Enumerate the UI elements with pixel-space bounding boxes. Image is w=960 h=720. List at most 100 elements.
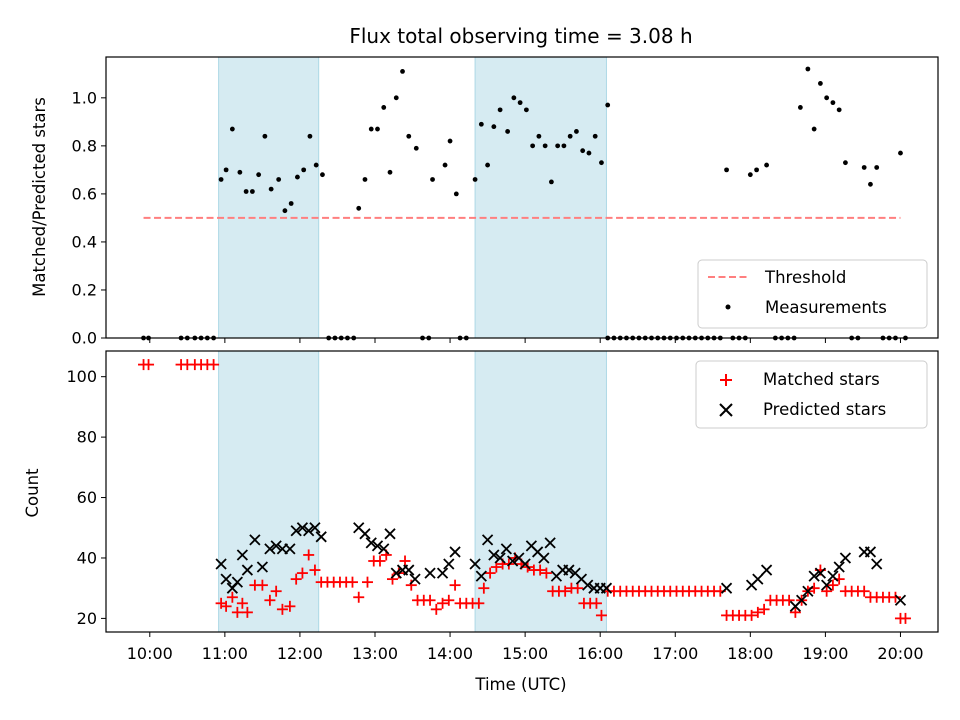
matched-star-point [490,561,502,573]
matched-star-point [449,579,461,591]
measurement-point [282,208,288,214]
predicted-star-point [519,558,531,570]
measurement-point [375,126,380,132]
predicted-star-point [795,594,808,606]
predicted-star-point [241,564,254,576]
predicted-star-point [359,528,371,540]
predicted-star-point [720,582,733,594]
matched-star-point [208,359,220,371]
measurement-point [229,126,235,132]
predicted-star-point [500,543,512,555]
measurement-point [268,186,274,192]
top-y-ticks: 0.0 0.2 0.4 0.6 0.8 1.0 [72,88,106,348]
measurement-point [586,150,592,156]
measurement-point [561,143,567,149]
matched-star-point [424,594,436,606]
matched-star-point [858,585,870,597]
x-tick-label-13:00: 13:00 [352,644,398,663]
bottom-shaded-span-2 [474,350,607,633]
matched-star-point [241,606,253,618]
measurement-point [453,191,459,197]
predicted-star-point [284,543,296,555]
predicted-star-point [309,522,321,534]
measurement-point [301,167,307,173]
predicted-star-point [488,549,500,561]
matched-star-point [827,579,839,591]
measurement-point [368,126,374,132]
matched-star-point [437,597,449,609]
predicted-star-point [256,561,269,573]
matched-star-point [309,564,321,576]
x-tick-label-18:00: 18:00 [727,644,773,663]
measurement-point [868,181,873,187]
matched-star-point [276,603,288,615]
predicted-star-point [563,564,575,576]
matched-star-point [484,567,496,579]
predicted-star-point [315,531,327,543]
predicted-star-point [469,558,481,570]
matched-star-point [303,549,315,561]
measurement-point [517,100,523,106]
measurement-point [478,121,484,127]
matched-star-point [473,597,485,609]
matched-star-point [387,573,399,585]
x-tick-label-11:00: 11:00 [202,644,248,663]
measurement-point [497,107,503,113]
measurement-point [491,124,497,130]
bottom-y-tick-label-80: 80 [77,428,97,447]
predicted-star-point [371,540,384,552]
matched-star-point [290,573,302,585]
predicted-star-point [424,567,436,579]
predicted-star-point [290,525,302,537]
top-legend-box [697,259,928,329]
predicted-star-point [871,558,883,570]
measurement-point [797,105,803,110]
top-y-axis-label: Matched/Predicted stars [30,97,49,297]
legend-measurement-label: Measurements [765,298,887,317]
legend-predicted-label: Predicted stars [763,400,886,419]
matched-star-point [595,609,607,621]
measurement-point [387,169,393,175]
matched-star-point [284,600,296,612]
top-panel: 0.0 0.2 0.4 0.6 0.8 1.0 Matched/Predicted sta… [30,56,939,348]
matched-stars-points [138,359,911,624]
matched-star-point [353,591,365,603]
bottom-y-tick-label-100: 100 [66,367,97,386]
measurement-point [605,102,611,108]
predicted-star-point [296,522,309,534]
predicted-star-point [538,552,550,564]
top-y-tick-label-0.0: 0.0 [72,329,97,348]
top-y-tick-label-0.2: 0.2 [72,280,97,299]
measurement-point [874,165,880,170]
matched-star-point [889,591,901,603]
predicted-star-point [436,567,449,579]
matched-star-point [430,603,442,615]
matched-star-point [559,585,571,597]
bottom-y-ticks: 20 40 60 80 100 [66,367,106,628]
measurement-point [223,167,229,173]
predicted-star-point [827,570,839,582]
measurement-point [381,105,387,110]
predicted-star-point [231,576,244,588]
predicted-star-point [821,579,833,591]
matched-star-point [572,582,584,594]
bottom-legend-box [695,360,928,429]
predicted-star-point [814,567,827,579]
measurement-point [811,126,817,132]
measurement-point [406,133,412,139]
predicted-star-point [365,537,377,549]
measurement-point [320,172,325,178]
matched-star-point [405,579,417,591]
predicted-star-point [839,552,852,564]
x-tick-label-10:00: 10:00 [127,644,173,663]
measurement-point [276,177,282,182]
predicted-star-point [506,555,519,567]
predicted-star-point [236,549,249,561]
measurement-point [599,160,604,166]
measurement-point [485,162,490,168]
bottom-y-axis-label: Count [23,468,42,518]
predicted-star-point [449,546,461,558]
x-axis-label: Time (UTC) [474,675,566,694]
measurement-point [249,189,255,194]
